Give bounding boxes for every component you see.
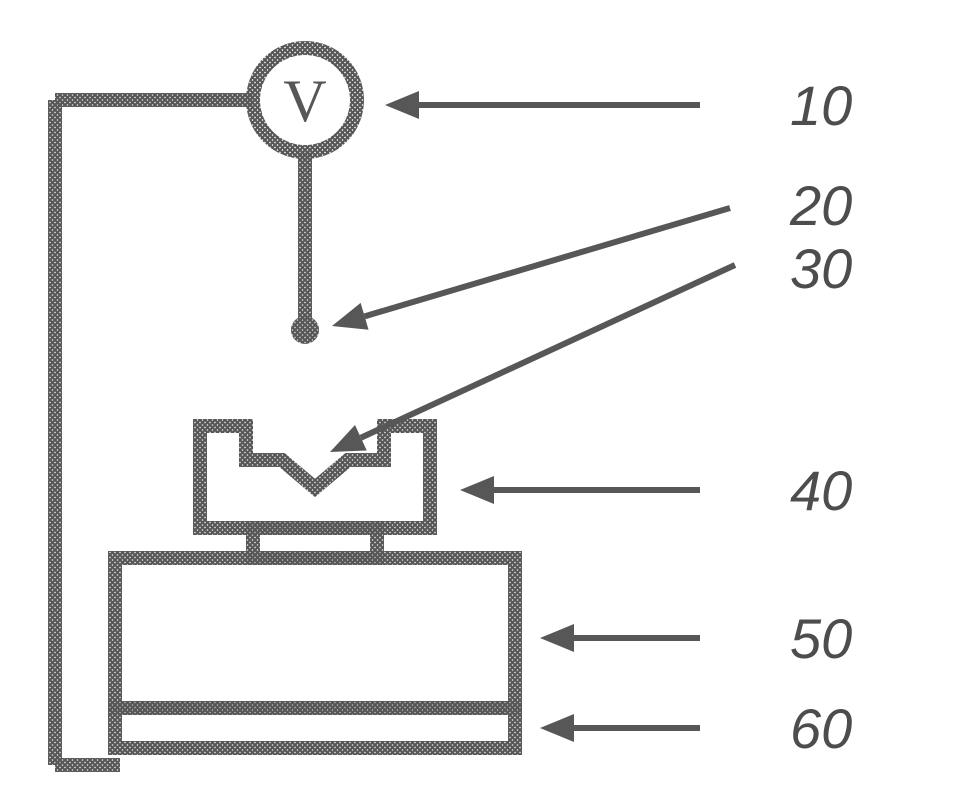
label-l30: 30 bbox=[790, 237, 852, 300]
arrow-a50 bbox=[540, 624, 700, 652]
label-l50: 50 bbox=[790, 607, 852, 670]
stage-upper bbox=[115, 558, 515, 708]
arrow-a20 bbox=[332, 208, 730, 330]
arrow-a30 bbox=[330, 265, 735, 452]
probe-tip bbox=[291, 316, 319, 344]
arrow-a40 bbox=[460, 476, 700, 504]
arrow-a10 bbox=[385, 91, 700, 119]
voltmeter-symbol: V bbox=[283, 68, 326, 134]
arrow-a60 bbox=[540, 714, 700, 742]
label-l60: 60 bbox=[790, 697, 852, 760]
label-l20: 20 bbox=[789, 174, 852, 237]
sample-body bbox=[200, 426, 430, 528]
label-l40: 40 bbox=[790, 459, 852, 522]
stage-lower bbox=[115, 708, 515, 748]
label-l10: 10 bbox=[790, 74, 852, 137]
voltmeter: V bbox=[253, 48, 357, 152]
